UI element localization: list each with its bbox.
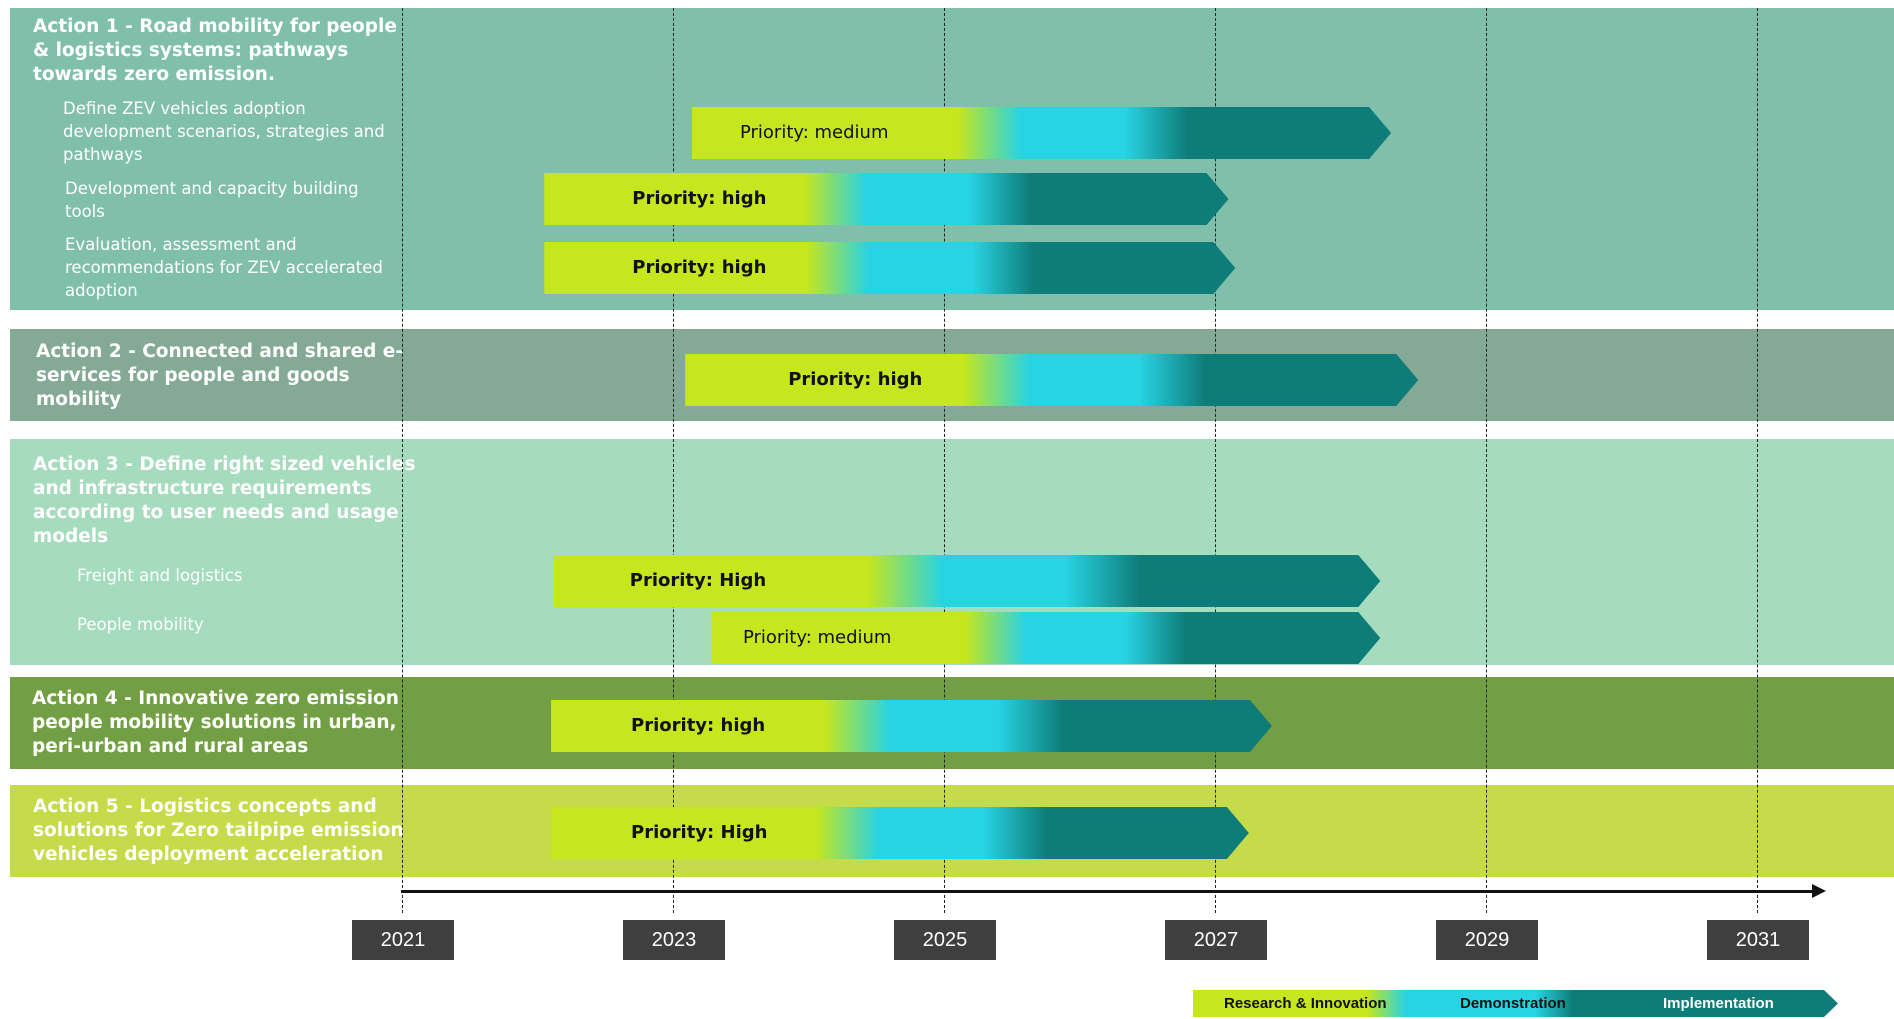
action-5-title: Action 5 - Logistics concepts and solutio… [33, 796, 404, 865]
action-4-title: Action 4 - Innovative zero emission peopl… [32, 688, 399, 757]
bar-priority-label: Priority: high [788, 369, 923, 390]
bar-priority-label: Priority: high [632, 188, 767, 209]
bar-action-1-capacity-building: Priority: high [544, 173, 1228, 225]
bar-action-3-people: Priority: medium [711, 612, 1380, 664]
action-1-sub-3: Evaluation, assessment and recommendation… [65, 235, 383, 300]
bar-priority-label: Priority: medium [739, 122, 889, 143]
year-label-2023: 2023 [623, 920, 725, 960]
action-3-sub-1: Freight and logistics [77, 566, 243, 585]
gridline-2031 [1757, 8, 1758, 913]
bar-priority-label: Priority: High [631, 822, 768, 843]
year-label-2029: 2029 [1436, 920, 1538, 960]
gridline-2029 [1486, 8, 1487, 913]
gridline-2023 [673, 8, 674, 913]
bar-action-5: Priority: High [551, 807, 1249, 859]
legend-implementation: Implementation [1663, 995, 1774, 1012]
gridline-2027 [1215, 8, 1216, 913]
bar-priority-label: Priority: high [631, 715, 766, 736]
phase-legend-bar [1193, 990, 1838, 1017]
action-1-sub-1: Define ZEV vehicles adoption development … [63, 99, 385, 164]
time-axis [401, 890, 1815, 893]
time-axis-arrowhead [1812, 884, 1826, 898]
legend-research-innovation: Research & Innovation [1224, 995, 1387, 1012]
bar-action-3-freight: Priority: High [554, 555, 1381, 607]
action-2-title: Action 2 - Connected and shared e-servic… [36, 341, 404, 410]
year-label-2021: 2021 [352, 920, 454, 960]
action-3-title: Action 3 - Define right sized vehicles an… [33, 454, 416, 547]
gridline-2025 [944, 8, 945, 913]
action-1-title: Action 1 - Road mobility for people & log… [33, 16, 397, 85]
legend-demonstration: Demonstration [1460, 995, 1566, 1012]
action-1-sub-2: Development and capacity building tools [65, 179, 359, 221]
year-label-2025: 2025 [894, 920, 996, 960]
year-label-2027: 2027 [1165, 920, 1267, 960]
bar-priority-label: Priority: medium [742, 627, 892, 648]
bar-action-1-evaluation: Priority: high [544, 242, 1235, 294]
bar-action-4: Priority: high [551, 700, 1272, 752]
bar-priority-label: Priority: High [629, 570, 767, 591]
bar-action-2: Priority: high [685, 354, 1418, 406]
bar-priority-label: Priority: high [632, 257, 767, 278]
bar-action-1-define-zev: Priority: medium [692, 107, 1391, 159]
year-label-2031: 2031 [1707, 920, 1809, 960]
action-3-sub-2: People mobility [77, 615, 204, 634]
gridline-2021 [402, 8, 403, 913]
